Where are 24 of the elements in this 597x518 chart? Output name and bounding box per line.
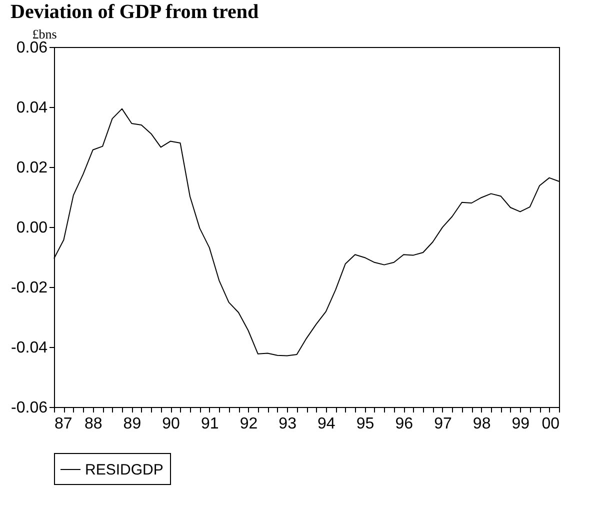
x-tick-label: 98 bbox=[472, 416, 491, 432]
y-tick-label: 0.04 bbox=[16, 100, 48, 116]
y-tick-label: -0.06 bbox=[11, 400, 48, 416]
x-tick-label: 93 bbox=[278, 416, 297, 432]
y-axis-title: £bns bbox=[32, 26, 57, 42]
y-tick-label: 0.02 bbox=[16, 160, 48, 176]
y-tick-label: 0.06 bbox=[16, 40, 48, 56]
legend-label: RESIDGDP bbox=[85, 462, 164, 478]
x-tick-label: 97 bbox=[434, 416, 452, 432]
x-tick-label: 89 bbox=[123, 416, 142, 432]
x-tick-label: 88 bbox=[84, 416, 102, 432]
x-tick-label: 87 bbox=[54, 416, 72, 432]
x-tick-label: 95 bbox=[356, 416, 374, 432]
chart-title: Deviation of GDP from trend bbox=[10, 1, 259, 23]
x-tick-label: 90 bbox=[162, 416, 180, 432]
x-tick-label: 91 bbox=[200, 416, 219, 432]
x-tick-label: 96 bbox=[395, 416, 414, 432]
x-tick-label: 92 bbox=[240, 416, 258, 432]
y-tick-label: -0.02 bbox=[11, 280, 48, 296]
y-tick-label: -0.04 bbox=[11, 340, 48, 356]
x-tick-label: 00 bbox=[542, 416, 560, 432]
y-tick-label: 0.00 bbox=[16, 220, 48, 236]
x-tick-label: 99 bbox=[512, 416, 530, 432]
x-tick-label: 94 bbox=[318, 416, 336, 432]
